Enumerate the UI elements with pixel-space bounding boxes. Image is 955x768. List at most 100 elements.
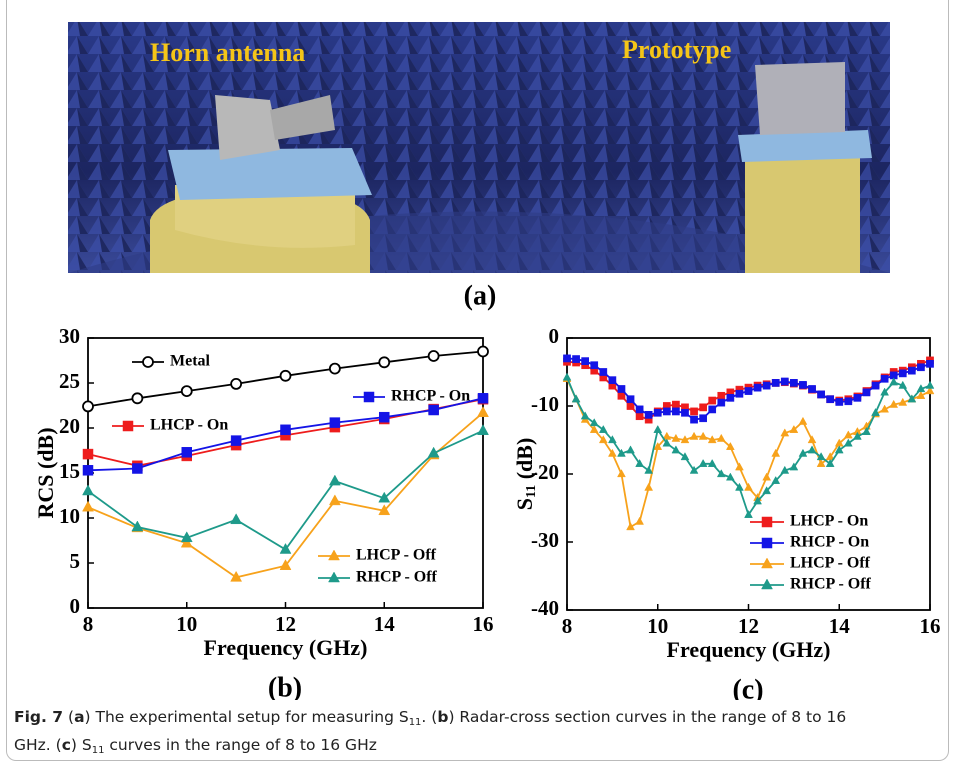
- marker: [717, 434, 725, 441]
- marker: [727, 394, 734, 401]
- marker: [379, 357, 389, 367]
- marker: [908, 367, 915, 374]
- legend-label: RHCP - Off: [790, 576, 872, 593]
- marker: [762, 538, 772, 548]
- legend-label: RHCP - On: [790, 534, 869, 551]
- marker: [617, 470, 625, 477]
- caption-text: . (: [421, 708, 437, 726]
- marker: [132, 393, 142, 403]
- marker: [863, 389, 870, 396]
- marker: [582, 358, 589, 365]
- marker: [143, 357, 153, 367]
- marker: [926, 360, 933, 367]
- marker: [700, 415, 707, 422]
- caption-text: (: [63, 708, 74, 726]
- photo-label: Horn antenna: [150, 38, 305, 67]
- marker: [329, 550, 340, 560]
- marker: [329, 495, 340, 505]
- marker: [654, 425, 662, 432]
- marker: [590, 419, 598, 426]
- caption-text: ) The experimental setup for measuring S: [85, 708, 409, 726]
- marker: [83, 501, 94, 511]
- panel-label: (b): [268, 672, 302, 700]
- marker: [672, 408, 679, 415]
- caption-text: a: [74, 708, 84, 726]
- y-tick-label: 5: [70, 549, 81, 573]
- y-tick-label: -10: [531, 392, 559, 416]
- legend-label: LHCP - On: [150, 417, 228, 434]
- marker: [799, 381, 806, 388]
- photo-label: Prototype: [622, 35, 731, 64]
- marker: [364, 392, 374, 402]
- marker: [854, 394, 861, 401]
- marker: [329, 572, 340, 582]
- marker: [123, 421, 133, 431]
- marker: [827, 396, 834, 403]
- marker: [872, 382, 879, 389]
- y-tick-label: 20: [59, 414, 80, 438]
- y-tick-label: 15: [59, 459, 80, 483]
- marker: [83, 449, 93, 459]
- marker: [563, 373, 571, 380]
- marker: [478, 425, 489, 435]
- marker: [591, 362, 598, 369]
- marker: [799, 417, 807, 424]
- marker: [627, 446, 635, 453]
- marker: [627, 402, 634, 409]
- figure: Horn antenna Prototype (a) 0510152025308…: [0, 0, 955, 700]
- caption-text: curves in the range of 8 to 16 GHz: [104, 736, 376, 754]
- x-tick-label: 12: [275, 612, 296, 636]
- marker: [709, 397, 716, 404]
- marker: [663, 408, 670, 415]
- marker: [762, 517, 772, 527]
- marker: [899, 370, 906, 377]
- marker: [690, 416, 697, 423]
- marker: [231, 379, 241, 389]
- marker: [618, 385, 625, 392]
- marker: [281, 371, 291, 381]
- legend-label: RHCP - Off: [356, 569, 438, 586]
- caption: Fig. 7 (a) The experimental setup for me…: [14, 706, 874, 762]
- marker: [636, 413, 643, 420]
- x-tick-label: 10: [647, 614, 668, 638]
- marker: [83, 401, 93, 411]
- marker: [429, 405, 439, 415]
- x-tick-label: 16: [920, 614, 941, 638]
- y-tick-label: 10: [59, 504, 80, 528]
- y-axis-label: S11 (dB): [512, 438, 539, 511]
- marker: [83, 465, 93, 475]
- marker: [231, 436, 241, 446]
- legend-label: RHCP - On: [391, 388, 470, 405]
- marker: [636, 517, 644, 524]
- marker: [478, 393, 488, 403]
- marker: [681, 409, 688, 416]
- marker: [836, 398, 843, 405]
- marker: [772, 379, 779, 386]
- marker: [182, 386, 192, 396]
- marker: [817, 459, 825, 466]
- marker: [672, 446, 680, 453]
- marker: [681, 453, 689, 460]
- marker: [763, 382, 770, 389]
- marker: [330, 364, 340, 374]
- marker: [645, 411, 652, 418]
- marker: [718, 399, 725, 406]
- x-tick-label: 12: [738, 614, 759, 638]
- marker: [645, 466, 653, 473]
- marker: [182, 447, 192, 457]
- marker: [572, 395, 580, 402]
- marker: [379, 412, 389, 422]
- marker: [762, 558, 773, 568]
- marker: [330, 418, 340, 428]
- marker: [808, 436, 816, 443]
- x-tick-label: 8: [562, 614, 573, 638]
- x-tick-label: 10: [176, 612, 197, 636]
- x-tick-label: 14: [829, 614, 851, 638]
- marker: [926, 381, 934, 388]
- marker: [654, 409, 661, 416]
- x-tick-label: 14: [374, 612, 396, 636]
- marker: [636, 406, 643, 413]
- marker: [745, 387, 752, 394]
- panel-label: (a): [464, 280, 497, 311]
- marker: [709, 406, 716, 413]
